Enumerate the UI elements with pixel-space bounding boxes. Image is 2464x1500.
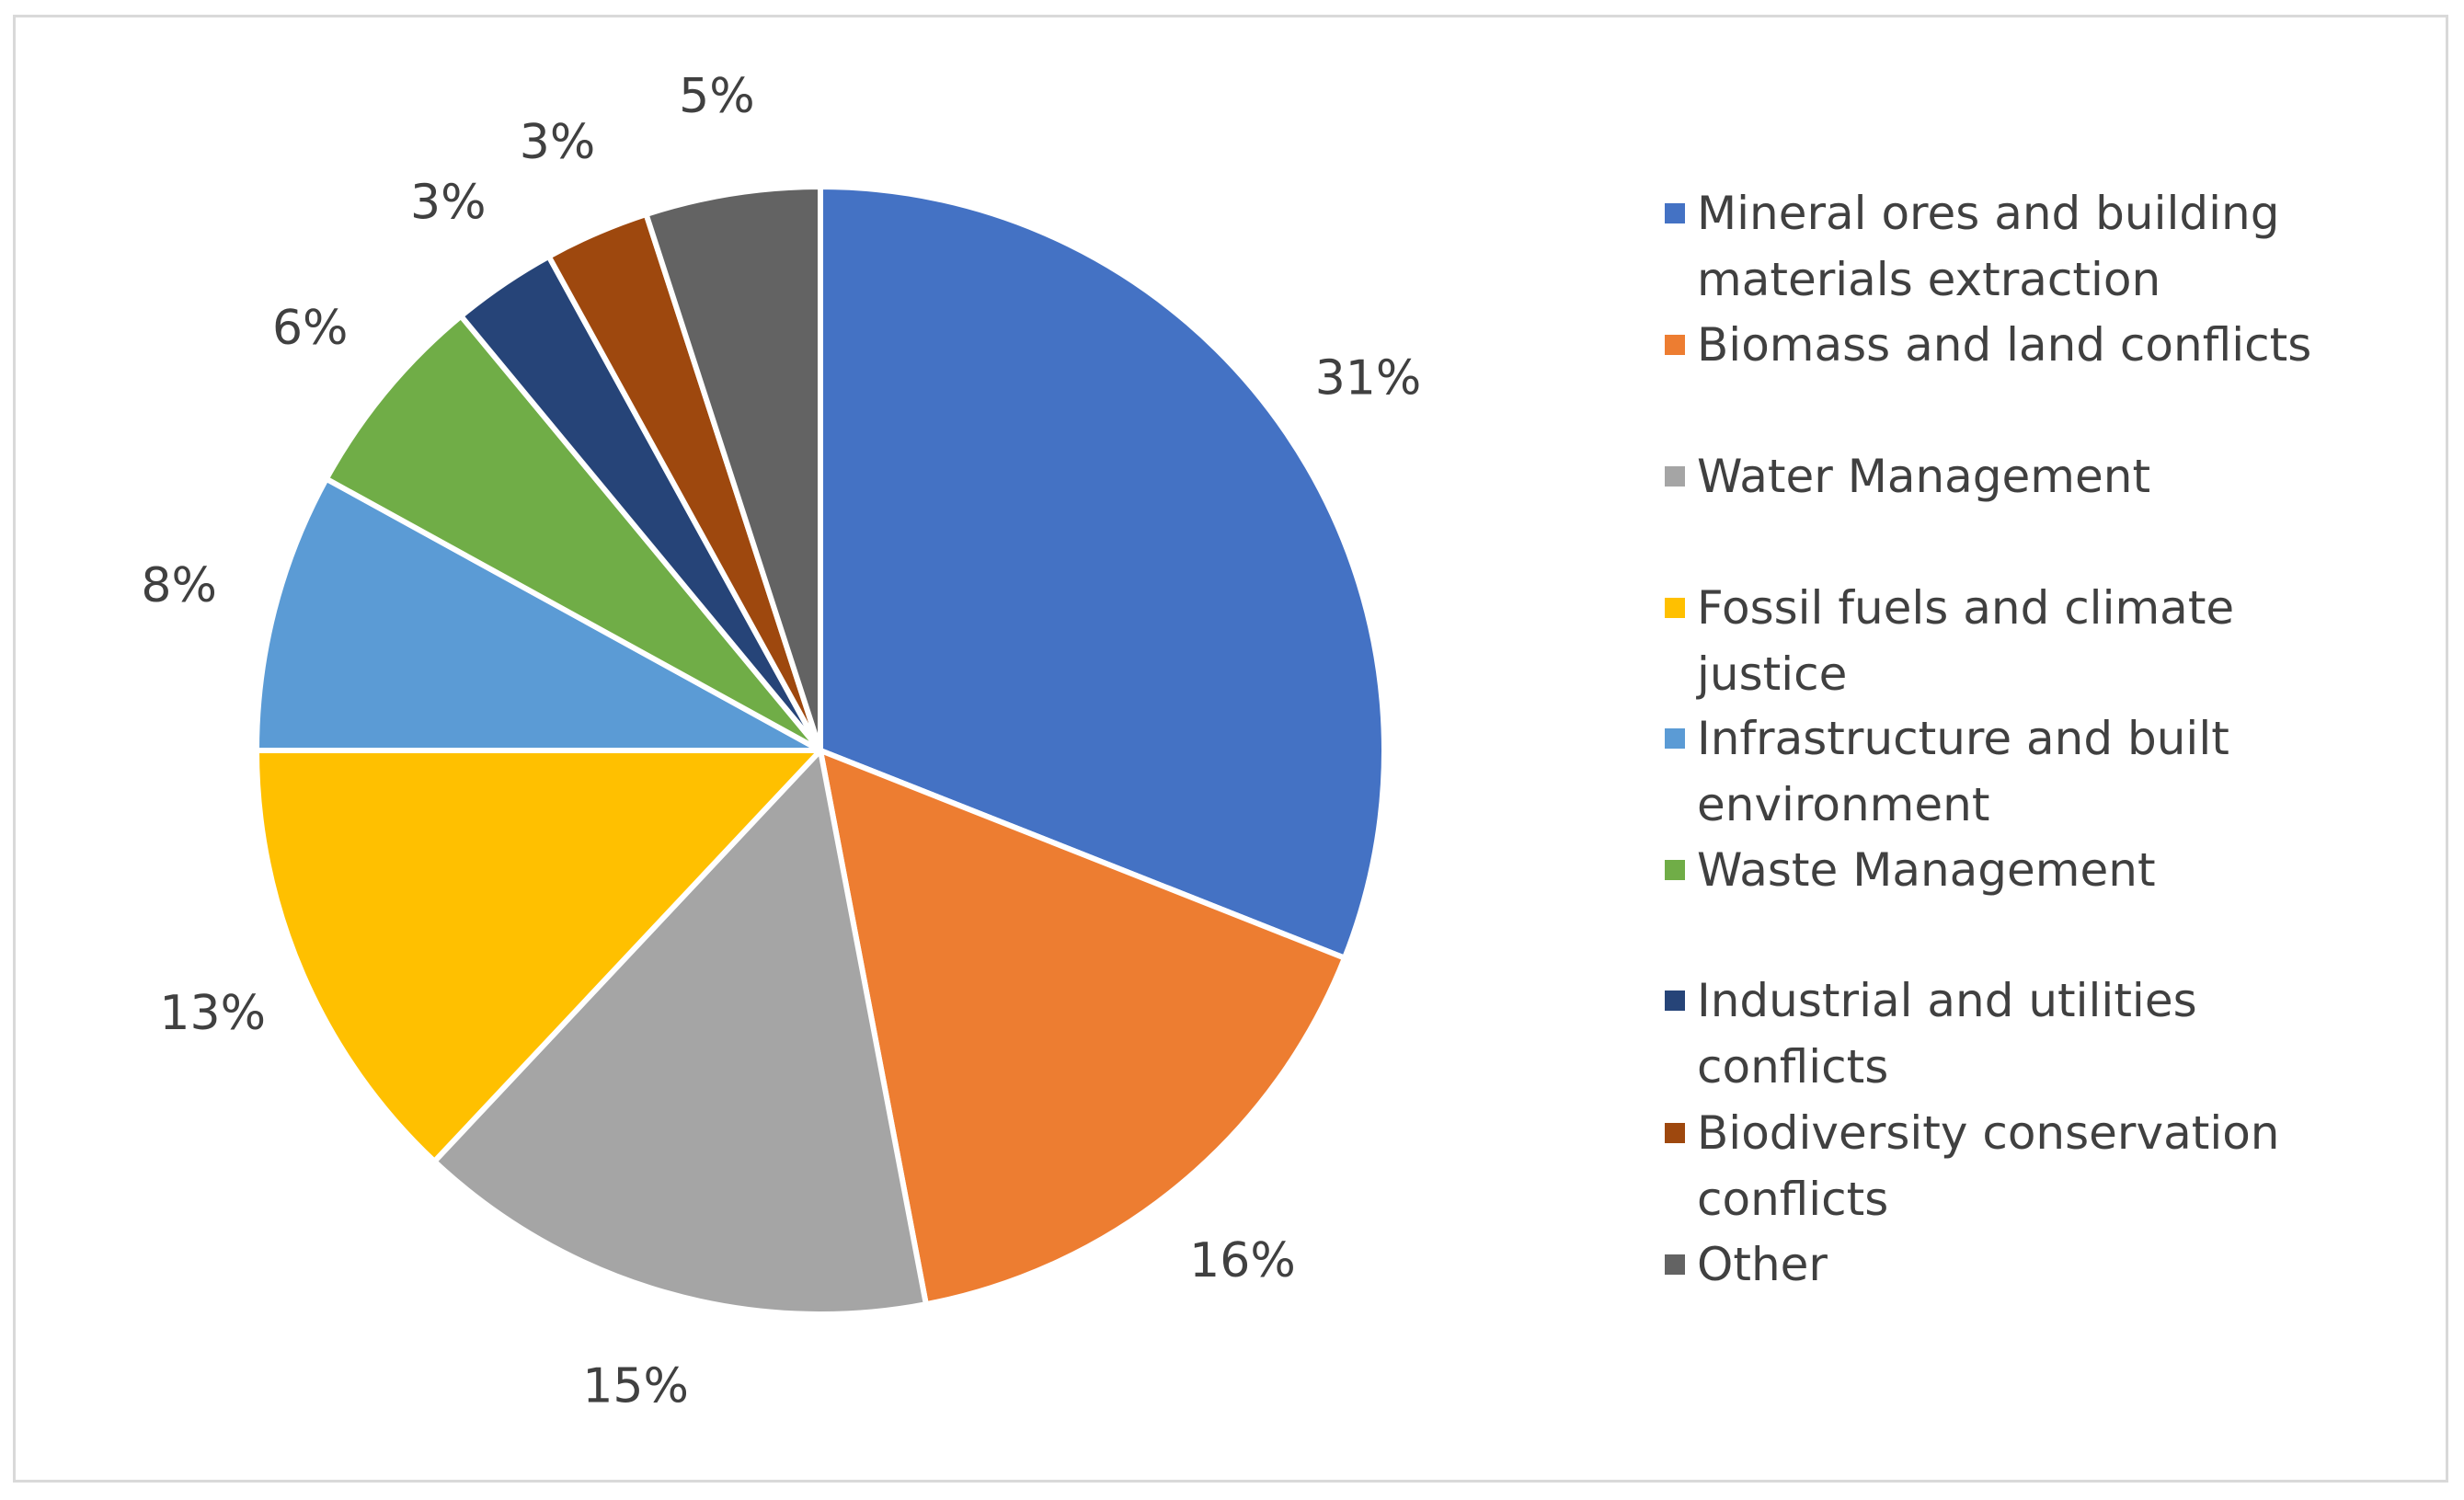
data-label-biodiversity-conservation-conflicts: 3%: [520, 115, 596, 170]
data-label-other: 5%: [679, 69, 755, 124]
data-label-water-management: 15%: [582, 1358, 689, 1414]
legend-item-biomass-and-land-conflicts: Biomass and land conflicts: [1665, 318, 2311, 372]
legend-marker-biomass-and-land-conflicts: [1665, 335, 1685, 355]
data-label-waste-management: 6%: [272, 301, 349, 356]
legend-marker-biodiversity-conservation-conflicts: [1665, 1123, 1685, 1143]
legend-marker-mineral-ores-and-building-materials-extraction: [1665, 203, 1685, 223]
legend-label-other: Other: [1697, 1238, 1828, 1291]
pie-slice-infrastructure-and-built-environment: [254, 475, 823, 753]
data-label-fossil-fuels-and-climate-justice: 13%: [159, 986, 266, 1041]
pie-slice-water-management: [431, 748, 929, 1317]
legend-item-water-management: Water Management: [1665, 450, 2150, 503]
legend-label-biomass-and-land-conflicts: Biomass and land conflicts: [1697, 318, 2311, 372]
legend-item-other: Other: [1665, 1238, 1828, 1291]
data-label-mineral-ores-and-building-materials-extraction: 31%: [1315, 350, 1422, 406]
legend-label-biodiversity-conservation-conflicts: Biodiversity conservation conflicts: [1697, 1106, 2280, 1226]
data-label-industrial-and-utilities-conflicts: 3%: [410, 176, 487, 231]
pie-slice-waste-management: [323, 313, 823, 753]
legend-label-infrastructure-and-built-environment: Infrastructure and built environment: [1697, 712, 2229, 831]
legend-item-waste-management: Waste Management: [1665, 843, 2156, 897]
pie-slice-biomass-and-land-conflicts: [818, 748, 1347, 1308]
legend-label-water-management: Water Management: [1697, 450, 2150, 503]
legend-item-mineral-ores-and-building-materials-extraction: Mineral ores and building materials extra…: [1665, 187, 2279, 306]
legend-item-biodiversity-conservation-conflicts: Biodiversity conservation conflicts: [1665, 1106, 2280, 1226]
legend: Mineral ores and building materials extra…: [1665, 187, 2311, 1291]
legend-marker-fossil-fuels-and-climate-justice: [1665, 598, 1685, 618]
legend-marker-waste-management: [1665, 860, 1685, 880]
data-labels: 31% 16% 15% 13% 8% 6% 3% 3% 5%: [141, 69, 1421, 1414]
legend-item-industrial-and-utilities-conflicts: Industrial and utilities conflicts: [1665, 974, 2197, 1094]
pie-slice-fossil-fuels-and-climate-justice: [254, 748, 823, 1164]
data-label-infrastructure-and-built-environment: 8%: [141, 558, 217, 613]
legend-marker-water-management: [1665, 466, 1685, 487]
legend-item-infrastructure-and-built-environment: Infrastructure and built environment: [1665, 712, 2229, 831]
legend-marker-industrial-and-utilities-conflicts: [1665, 990, 1685, 1011]
legend-marker-other: [1665, 1254, 1685, 1275]
pie-slice-mineral-ores-and-building-materials-extraction: [818, 184, 1387, 961]
legend-label-fossil-fuels-and-climate-justice: Fossil fuels and climate justice: [1696, 581, 2234, 701]
legend-label-industrial-and-utilities-conflicts: Industrial and utilities conflicts: [1697, 974, 2197, 1094]
legend-label-mineral-ores-and-building-materials-extraction: Mineral ores and building materials extra…: [1697, 187, 2279, 306]
legend-item-fossil-fuels-and-climate-justice: Fossil fuels and climate justice: [1665, 581, 2234, 701]
legend-label-waste-management: Waste Management: [1697, 843, 2156, 897]
legend-marker-infrastructure-and-built-environment: [1665, 728, 1685, 749]
pie-slice-other: [643, 184, 823, 753]
pie-slices: [254, 184, 1387, 1317]
data-label-biomass-and-land-conflicts: 16%: [1189, 1233, 1296, 1288]
